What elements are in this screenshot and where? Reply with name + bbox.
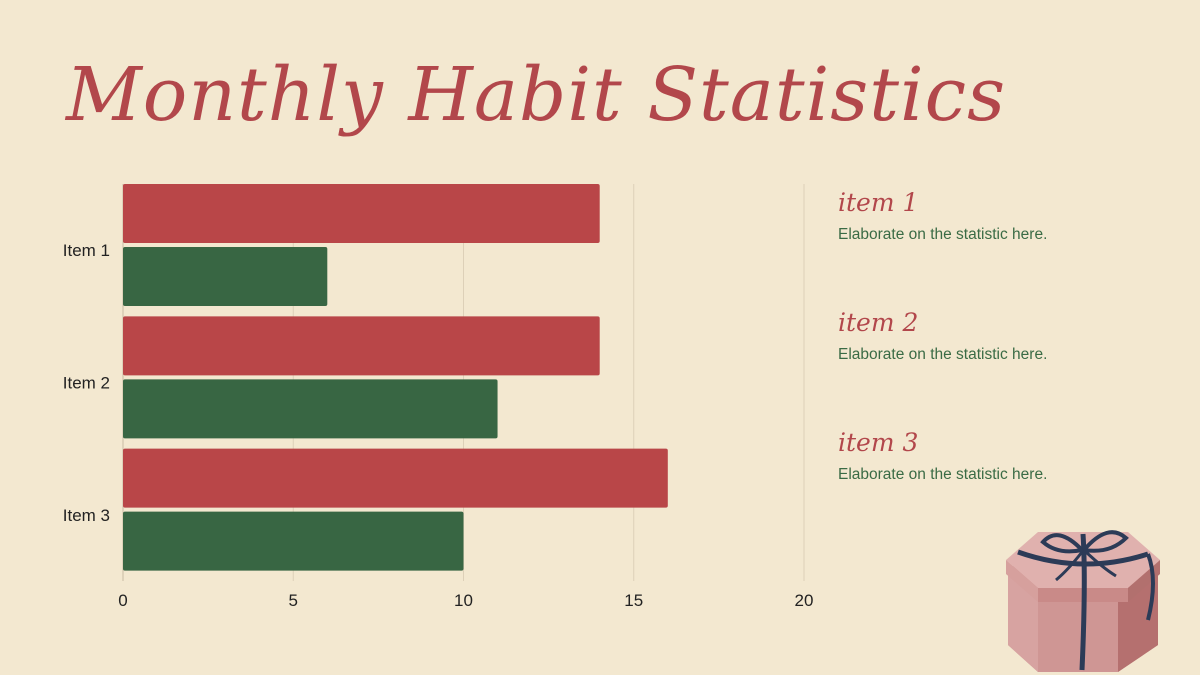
x-tick-label: 20: [795, 591, 814, 610]
page-title: Monthly Habit Statistics: [66, 52, 1007, 138]
gift-box-icon: [1006, 530, 1160, 672]
note-title: item 1: [838, 188, 919, 217]
note-description: Elaborate on the statistic here.: [838, 466, 1048, 483]
bar-green-3: [123, 511, 464, 571]
category-label: Item 2: [63, 374, 110, 393]
x-tick-label: 0: [118, 591, 127, 610]
category-label: Item 3: [63, 506, 110, 525]
chart-bars: [123, 184, 668, 571]
x-tick-label: 15: [624, 591, 643, 610]
bar-red-2: [123, 316, 600, 376]
note-description: Elaborate on the statistic here.: [838, 226, 1048, 243]
bar-green-2: [123, 379, 498, 439]
note-item-2: item 2 Elaborate on the statistic here.: [838, 308, 1168, 428]
bar-red-3: [123, 448, 668, 508]
x-tick-label: 5: [289, 591, 298, 610]
category-labels: Item 1 Item 2 Item 3: [63, 241, 110, 525]
x-tick-label: 10: [454, 591, 473, 610]
note-description: Elaborate on the statistic here.: [838, 346, 1048, 363]
bar-red-1: [123, 184, 600, 243]
note-item-3: item 3 Elaborate on the statistic here.: [838, 428, 1168, 548]
note-title: item 2: [838, 308, 919, 337]
note-title: item 3: [838, 428, 919, 457]
category-label: Item 1: [63, 241, 110, 260]
note-item-1: item 1 Elaborate on the statistic here.: [838, 188, 1168, 308]
bar-green-1: [123, 247, 328, 306]
x-tick-labels: 0 5 10 15 20: [118, 591, 813, 610]
notes-panel: item 1 Elaborate on the statistic here. …: [838, 188, 1168, 548]
